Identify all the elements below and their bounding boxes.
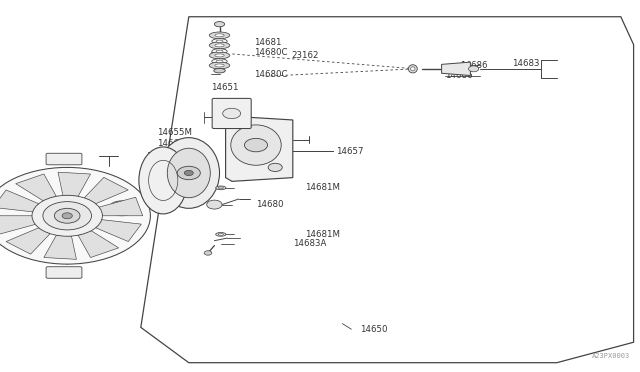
Ellipse shape — [209, 32, 230, 39]
Polygon shape — [44, 235, 76, 259]
Ellipse shape — [212, 59, 227, 64]
Polygon shape — [95, 219, 141, 241]
Polygon shape — [16, 174, 56, 201]
FancyBboxPatch shape — [46, 267, 82, 278]
Ellipse shape — [139, 147, 188, 214]
Ellipse shape — [215, 34, 224, 37]
Ellipse shape — [215, 44, 224, 47]
Polygon shape — [67, 167, 118, 264]
Ellipse shape — [209, 42, 230, 49]
Ellipse shape — [216, 60, 223, 62]
Text: 14683: 14683 — [512, 59, 540, 68]
Ellipse shape — [231, 125, 281, 165]
Circle shape — [0, 167, 150, 264]
Text: 14655M: 14655M — [157, 128, 192, 137]
Ellipse shape — [215, 54, 224, 57]
Polygon shape — [0, 190, 39, 212]
Text: 14658M: 14658M — [146, 153, 181, 161]
Circle shape — [109, 201, 134, 216]
Ellipse shape — [158, 138, 220, 208]
Ellipse shape — [212, 39, 227, 44]
Ellipse shape — [216, 40, 223, 42]
Ellipse shape — [214, 68, 225, 73]
Polygon shape — [226, 116, 293, 182]
Polygon shape — [442, 62, 470, 76]
Text: 14681M: 14681M — [305, 230, 340, 239]
Ellipse shape — [167, 148, 211, 198]
Circle shape — [43, 202, 92, 230]
Ellipse shape — [212, 49, 227, 54]
Text: 14681: 14681 — [254, 38, 282, 47]
Circle shape — [244, 138, 268, 152]
Ellipse shape — [411, 67, 415, 71]
Circle shape — [32, 195, 102, 236]
Text: 14680: 14680 — [256, 200, 284, 209]
Ellipse shape — [106, 186, 131, 231]
Polygon shape — [6, 228, 50, 254]
Text: 14683A: 14683A — [293, 239, 326, 248]
Circle shape — [268, 163, 282, 171]
Circle shape — [207, 200, 222, 209]
Text: 14680C: 14680C — [254, 70, 287, 79]
Text: 14650: 14650 — [360, 325, 388, 334]
Text: 14651: 14651 — [211, 83, 239, 92]
FancyBboxPatch shape — [46, 153, 82, 165]
Circle shape — [468, 66, 479, 72]
Ellipse shape — [216, 232, 226, 236]
Ellipse shape — [218, 234, 223, 235]
Text: 14686: 14686 — [445, 71, 472, 80]
Ellipse shape — [408, 65, 417, 73]
Circle shape — [62, 213, 72, 219]
Ellipse shape — [214, 22, 225, 27]
Ellipse shape — [215, 64, 224, 67]
FancyBboxPatch shape — [212, 98, 251, 129]
Circle shape — [184, 170, 193, 176]
Ellipse shape — [216, 50, 223, 52]
Text: 14681M: 14681M — [305, 183, 340, 192]
Polygon shape — [84, 177, 128, 204]
Circle shape — [177, 166, 200, 180]
Polygon shape — [99, 197, 143, 216]
Text: 14686: 14686 — [460, 61, 487, 70]
Polygon shape — [78, 231, 118, 257]
Text: 14657: 14657 — [336, 147, 364, 156]
Ellipse shape — [209, 62, 230, 69]
Text: 14680C: 14680C — [254, 48, 287, 57]
Circle shape — [204, 251, 212, 255]
Ellipse shape — [209, 52, 230, 59]
Text: A23PX0003: A23PX0003 — [592, 353, 630, 359]
Polygon shape — [58, 172, 90, 196]
Text: 23162: 23162 — [291, 51, 319, 60]
Text: 14652: 14652 — [211, 100, 239, 109]
Ellipse shape — [218, 187, 223, 189]
Polygon shape — [0, 216, 35, 234]
Circle shape — [54, 208, 80, 223]
Ellipse shape — [216, 186, 226, 190]
Text: 14660: 14660 — [157, 139, 184, 148]
Circle shape — [223, 108, 241, 119]
